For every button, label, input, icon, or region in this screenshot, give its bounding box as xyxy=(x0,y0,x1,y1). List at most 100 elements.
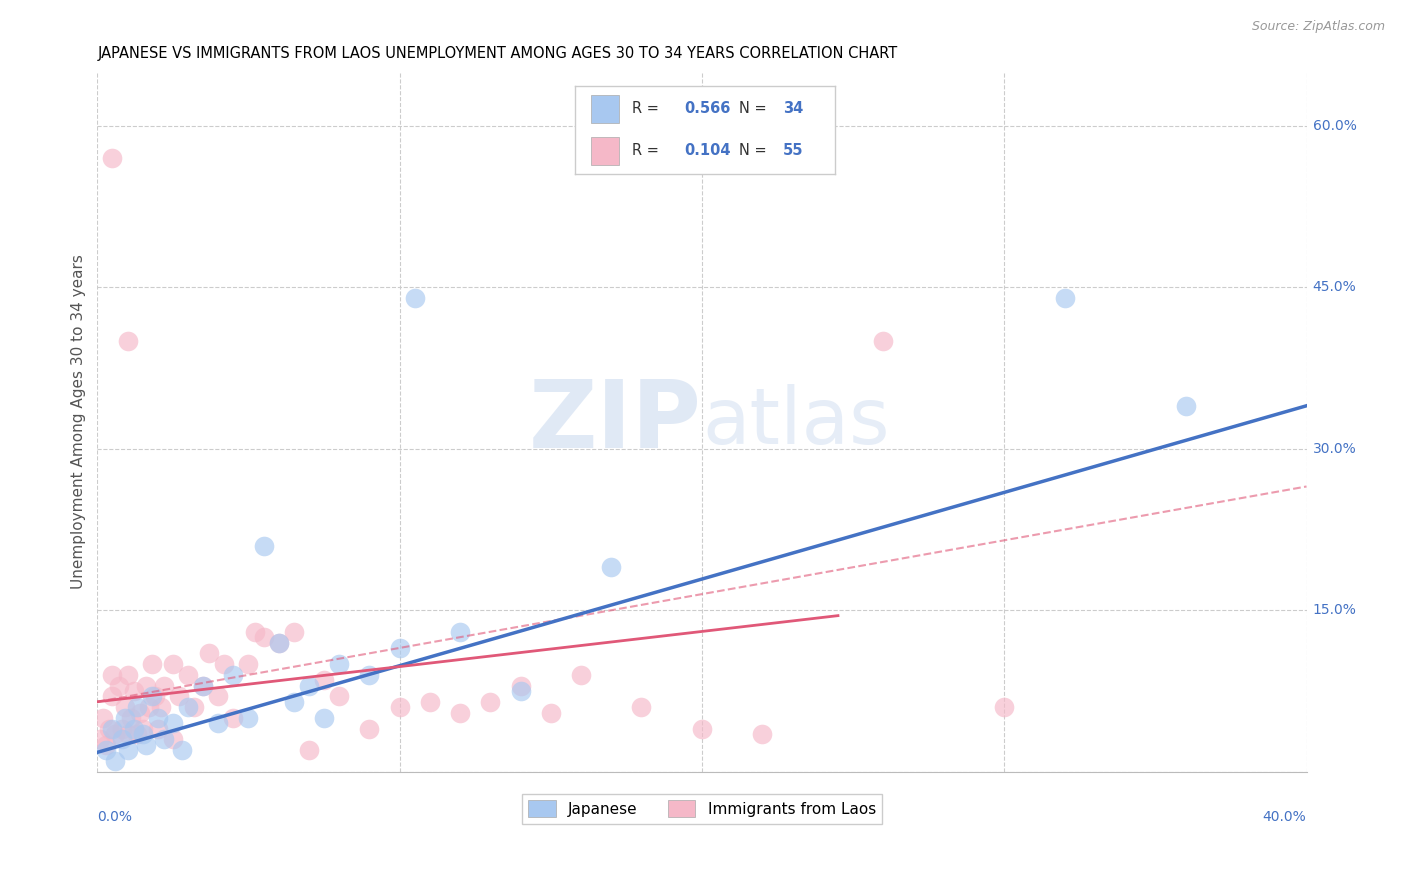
Point xyxy=(110,722,132,736)
Text: 45.0%: 45.0% xyxy=(1313,280,1357,294)
Point xyxy=(183,700,205,714)
Point xyxy=(120,711,142,725)
Point xyxy=(238,657,260,671)
Point xyxy=(214,657,236,671)
Point xyxy=(509,684,531,698)
Point xyxy=(125,700,148,714)
Point xyxy=(162,716,184,731)
Point xyxy=(104,727,127,741)
Point xyxy=(117,334,139,348)
Point xyxy=(138,700,160,714)
Point xyxy=(101,690,124,704)
Point xyxy=(131,722,153,736)
Point xyxy=(207,690,229,704)
Point xyxy=(267,635,290,649)
Point xyxy=(328,690,350,704)
Point xyxy=(312,673,335,688)
Point xyxy=(238,711,260,725)
Point xyxy=(101,722,124,736)
Point xyxy=(540,706,562,720)
Point xyxy=(298,679,321,693)
Point xyxy=(125,727,148,741)
Text: Source: ZipAtlas.com: Source: ZipAtlas.com xyxy=(1251,20,1385,33)
Text: 0.0%: 0.0% xyxy=(97,810,132,824)
Point xyxy=(107,679,129,693)
Point xyxy=(96,743,118,757)
Point xyxy=(252,539,274,553)
Point xyxy=(135,679,157,693)
Point xyxy=(1174,399,1197,413)
Point xyxy=(177,668,200,682)
Point xyxy=(191,679,214,693)
Point xyxy=(191,679,214,693)
Point xyxy=(122,722,145,736)
Point xyxy=(146,722,169,736)
Point xyxy=(872,334,894,348)
Text: atlas: atlas xyxy=(702,384,890,460)
Point xyxy=(267,635,290,649)
Point xyxy=(359,668,381,682)
Point xyxy=(96,738,118,752)
Point xyxy=(153,732,176,747)
Point xyxy=(177,700,200,714)
Point xyxy=(690,722,713,736)
Point xyxy=(167,690,190,704)
Text: 15.0%: 15.0% xyxy=(1313,603,1357,617)
Point xyxy=(222,668,245,682)
Text: 60.0%: 60.0% xyxy=(1313,119,1357,133)
Point xyxy=(98,722,121,736)
Point xyxy=(312,711,335,725)
Point xyxy=(449,706,471,720)
Point xyxy=(162,732,184,747)
Point xyxy=(135,738,157,752)
Point xyxy=(128,706,150,720)
Point xyxy=(104,754,127,768)
Point xyxy=(359,722,381,736)
Text: JAPANESE VS IMMIGRANTS FROM LAOS UNEMPLOYMENT AMONG AGES 30 TO 34 YEARS CORRELAT: JAPANESE VS IMMIGRANTS FROM LAOS UNEMPLO… xyxy=(97,46,897,62)
Point xyxy=(122,684,145,698)
Point xyxy=(141,657,163,671)
Point xyxy=(569,668,592,682)
Point xyxy=(479,695,502,709)
Point xyxy=(143,690,166,704)
Point xyxy=(404,291,426,305)
Text: 40.0%: 40.0% xyxy=(1263,810,1306,824)
Point xyxy=(328,657,350,671)
Point xyxy=(207,716,229,731)
Point xyxy=(89,732,111,747)
Point xyxy=(298,743,321,757)
Point xyxy=(146,711,169,725)
Point xyxy=(630,700,652,714)
Point xyxy=(243,624,266,639)
Point xyxy=(141,690,163,704)
Point xyxy=(283,624,305,639)
Point xyxy=(419,695,441,709)
Point xyxy=(117,727,139,741)
Point xyxy=(101,668,124,682)
Point xyxy=(101,151,124,165)
Point xyxy=(751,727,773,741)
Point xyxy=(162,657,184,671)
Point xyxy=(993,700,1015,714)
Legend: Japanese, Immigrants from Laos: Japanese, Immigrants from Laos xyxy=(522,794,882,823)
Text: ZIP: ZIP xyxy=(529,376,702,468)
Point xyxy=(222,711,245,725)
Point xyxy=(509,679,531,693)
Point xyxy=(252,630,274,644)
Point xyxy=(170,743,193,757)
Point xyxy=(110,732,132,747)
Point xyxy=(153,679,176,693)
Point xyxy=(131,727,153,741)
Point xyxy=(93,711,115,725)
Point xyxy=(1053,291,1076,305)
Point xyxy=(117,743,139,757)
Point xyxy=(114,700,136,714)
Point xyxy=(117,668,139,682)
Y-axis label: Unemployment Among Ages 30 to 34 years: Unemployment Among Ages 30 to 34 years xyxy=(72,254,86,590)
Point xyxy=(388,640,411,655)
Text: 30.0%: 30.0% xyxy=(1313,442,1357,456)
Point xyxy=(149,700,172,714)
Point xyxy=(198,646,221,660)
Point xyxy=(449,624,471,639)
Point xyxy=(283,695,305,709)
